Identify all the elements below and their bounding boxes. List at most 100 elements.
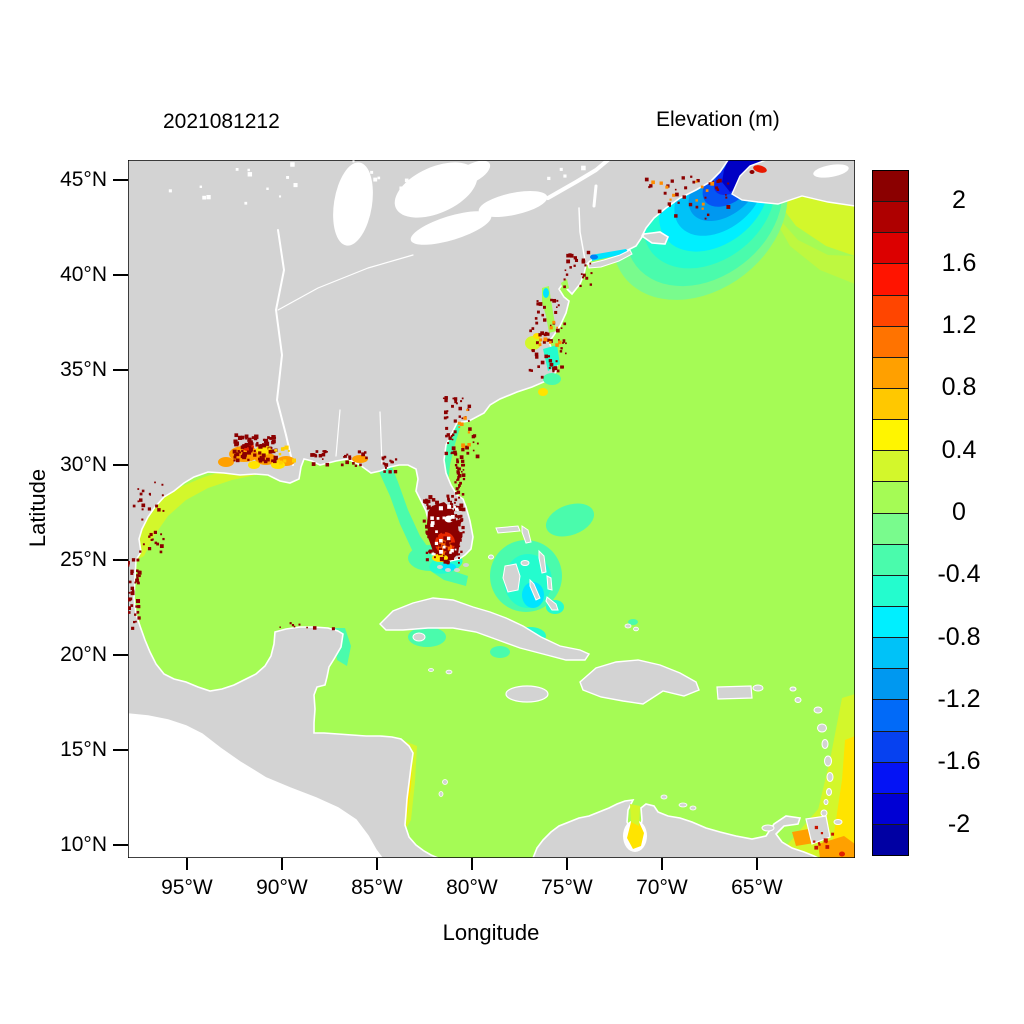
speckle xyxy=(141,518,144,521)
speckle xyxy=(427,505,431,510)
speckle xyxy=(459,532,463,535)
colorbar-segment xyxy=(873,793,908,825)
apalachicola-river xyxy=(379,411,383,465)
speckle xyxy=(466,409,469,412)
speckle xyxy=(455,514,458,516)
martinique xyxy=(824,755,832,767)
speckle xyxy=(149,532,153,537)
antigua xyxy=(813,706,823,714)
speckle xyxy=(128,560,130,565)
speckle xyxy=(456,553,459,556)
speckle xyxy=(450,452,453,455)
colorbar-segment xyxy=(873,513,908,545)
speckle xyxy=(383,455,387,459)
grand-cayman xyxy=(445,669,453,675)
speckle xyxy=(346,453,349,456)
speckle xyxy=(430,516,434,520)
speckle xyxy=(445,560,449,564)
speckle xyxy=(677,201,680,204)
map-shape xyxy=(525,336,541,350)
speckle xyxy=(584,264,587,267)
speckle xyxy=(446,416,449,419)
speckle xyxy=(451,505,454,508)
speckle xyxy=(278,452,282,456)
speckle xyxy=(585,276,589,280)
speckle xyxy=(565,342,567,345)
speckle xyxy=(135,578,139,583)
colorbar-tick-label: -0.4 xyxy=(937,560,981,589)
speckle-cluster xyxy=(651,180,715,210)
speckle xyxy=(536,310,540,314)
speckle xyxy=(150,538,153,542)
speckle xyxy=(148,492,151,495)
speckle xyxy=(137,616,141,620)
speckle xyxy=(543,337,548,342)
speckle xyxy=(544,331,548,335)
speckle xyxy=(155,504,159,508)
speckle xyxy=(831,832,835,836)
speckle xyxy=(399,186,404,192)
speckle xyxy=(540,375,544,379)
speckle xyxy=(244,445,248,449)
speckle xyxy=(447,442,450,445)
speckle xyxy=(573,256,577,260)
speckle xyxy=(455,537,458,541)
speckle xyxy=(651,180,655,185)
speckle xyxy=(476,442,479,445)
speckle xyxy=(535,321,539,325)
map-shape xyxy=(408,627,446,647)
speckle xyxy=(450,542,453,545)
speckle xyxy=(446,536,451,541)
speckle xyxy=(460,169,463,172)
speckle xyxy=(426,503,429,506)
margarita xyxy=(761,824,775,832)
speckle xyxy=(547,355,551,358)
speckle xyxy=(434,541,439,546)
speckle xyxy=(241,453,247,458)
x-tick-mark xyxy=(376,858,378,870)
guadeloupe xyxy=(817,723,827,733)
speckle xyxy=(233,455,237,459)
speckle xyxy=(273,436,277,439)
speckle xyxy=(133,620,136,624)
speckle xyxy=(556,299,559,302)
speckle xyxy=(696,178,700,183)
speckle xyxy=(467,420,470,422)
speckle xyxy=(443,529,446,532)
speckle xyxy=(443,509,448,514)
speckle xyxy=(552,320,556,324)
x-tick-label: 70°W xyxy=(636,876,688,899)
speckle xyxy=(456,460,460,464)
speckle xyxy=(345,460,349,465)
speckle xyxy=(589,283,593,286)
speckle xyxy=(425,524,428,528)
florida-keys-4 xyxy=(463,563,469,567)
speckle xyxy=(543,318,547,322)
speckle xyxy=(136,558,140,562)
speckle xyxy=(538,302,543,306)
map-shape xyxy=(628,619,638,625)
speckle xyxy=(130,572,134,575)
speckle xyxy=(134,581,137,584)
speckle xyxy=(459,455,464,460)
speckle xyxy=(458,538,462,542)
speckle xyxy=(135,620,137,623)
speckle xyxy=(248,447,253,452)
speckle xyxy=(240,435,245,440)
speckle xyxy=(454,550,458,554)
speckle xyxy=(202,195,207,200)
speckle xyxy=(269,437,273,440)
speckle xyxy=(441,530,445,533)
speckle xyxy=(813,840,816,843)
speckle xyxy=(705,189,709,192)
speckle xyxy=(235,167,239,171)
speckle xyxy=(258,444,263,449)
speckle xyxy=(447,497,450,501)
speckle xyxy=(543,333,547,337)
speckle xyxy=(444,538,447,541)
speckle xyxy=(432,541,435,544)
speckle xyxy=(428,550,431,553)
speckle xyxy=(434,532,437,536)
speckle xyxy=(130,569,134,574)
colorbar-segment xyxy=(873,575,908,607)
